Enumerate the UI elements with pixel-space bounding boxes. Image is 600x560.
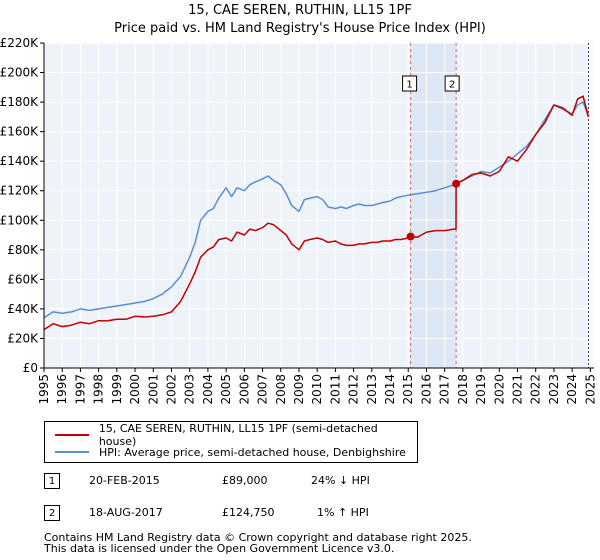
x-tick-label: 2005 bbox=[219, 374, 233, 405]
annotation-marker: 1 bbox=[402, 75, 418, 92]
x-tick-label: 2021 bbox=[511, 374, 525, 405]
x-tick-label: 2014 bbox=[383, 374, 397, 405]
legend-label-hpi: HPI: Average price, semi-detached house,… bbox=[99, 445, 406, 459]
y-tick-label: £40K bbox=[7, 302, 39, 316]
price-chart: 1 2 £0 £20K £40K £60K £80K £100K £120K £140K £160K… bbox=[0, 36, 597, 405]
y-tick-label: £20K bbox=[7, 331, 39, 345]
transaction-number-badge: 1 bbox=[44, 473, 60, 489]
x-tick-label: 2023 bbox=[547, 374, 561, 405]
future-region bbox=[588, 43, 594, 368]
y-tick-label: £120K bbox=[0, 184, 39, 198]
x-tick-label: 2013 bbox=[365, 374, 379, 405]
legend-swatch-property bbox=[55, 434, 89, 436]
y-tick-label: £100K bbox=[0, 213, 39, 227]
transaction-price: £89,000 bbox=[222, 474, 268, 487]
sale-point bbox=[406, 232, 415, 241]
x-tick-label: 2011 bbox=[328, 374, 342, 405]
plot-area bbox=[44, 43, 594, 368]
x-tick-label: 2015 bbox=[401, 374, 415, 405]
transaction-date: 18-AUG-2017 bbox=[89, 506, 163, 519]
y-tick-label: £180K bbox=[0, 95, 39, 109]
x-tick-label: 2017 bbox=[438, 374, 452, 405]
x-tick-label: 2019 bbox=[474, 374, 488, 405]
x-tick-label: 2012 bbox=[347, 374, 361, 405]
x-tick-label: 2008 bbox=[274, 374, 288, 405]
legend-swatch-hpi bbox=[55, 451, 89, 453]
chart-title: 15, CAE SEREN, RUTHIN, LL15 1PF bbox=[188, 3, 412, 18]
series-line-property bbox=[43, 95, 590, 331]
y-tick-label: £220K bbox=[0, 36, 39, 50]
y-tick-label: £0 bbox=[23, 361, 38, 375]
y-tick-label: £80K bbox=[7, 243, 39, 257]
y-tick-label: £160K bbox=[0, 125, 39, 139]
legend-label-property: 15, CAE SEREN, RUTHIN, LL15 1PF (semi-de… bbox=[98, 422, 378, 448]
x-tick-label: 1998 bbox=[92, 374, 106, 405]
transaction-hpi-change: 1% ↑ HPI bbox=[317, 506, 369, 519]
annotation-label: 1 bbox=[406, 80, 412, 91]
x-tick-label: 2000 bbox=[128, 374, 142, 405]
x-tick-label: 1997 bbox=[73, 374, 87, 405]
x-tick-label: 2001 bbox=[146, 374, 160, 405]
annotation-box bbox=[402, 75, 418, 92]
footer-copyright: Contains HM Land Registry data © Crown c… bbox=[44, 531, 472, 544]
x-tick-label: 2006 bbox=[237, 374, 251, 405]
x-tick-label: 2020 bbox=[492, 374, 506, 405]
x-tick-label: 2004 bbox=[201, 374, 215, 405]
x-tick-label: 2009 bbox=[292, 374, 306, 405]
y-tick-label: £200K bbox=[0, 66, 39, 80]
x-tick-label: 1995 bbox=[37, 374, 51, 405]
x-tick-label: 2007 bbox=[256, 374, 270, 405]
x-tick-label: 2024 bbox=[565, 374, 579, 405]
annotation-label: 2 bbox=[449, 80, 455, 91]
x-tick-label: 2018 bbox=[456, 374, 470, 405]
shaded-period bbox=[410, 43, 457, 368]
annotation-marker: 2 bbox=[444, 75, 460, 92]
transaction-price: £124,750 bbox=[222, 506, 275, 519]
y-tick-label: £60K bbox=[7, 272, 39, 286]
x-tick-label: 2002 bbox=[164, 374, 178, 405]
legend-item-hpi: HPI: Average price, semi-detached house,… bbox=[45, 444, 406, 460]
transaction-number-badge: 2 bbox=[44, 505, 60, 521]
annotation-box bbox=[444, 75, 460, 92]
x-tick-label: 2003 bbox=[183, 374, 197, 405]
transaction-date: 20-FEB-2015 bbox=[89, 474, 160, 487]
x-tick-label: 2010 bbox=[310, 374, 324, 405]
y-tick-label: £140K bbox=[0, 154, 39, 168]
transaction-hpi-change: 24% ↓ HPI bbox=[311, 474, 370, 487]
chart-legend: 15, CAE SEREN, RUTHIN, LL15 1PF (semi-de… bbox=[44, 421, 418, 463]
footer-licence: This data is licensed under the Open Gov… bbox=[44, 542, 395, 555]
x-tick-label: 2022 bbox=[529, 374, 543, 405]
chart-subtitle: Price paid vs. HM Land Registry's House … bbox=[114, 21, 486, 36]
sale-point bbox=[452, 179, 461, 188]
x-tick-label: 1996 bbox=[55, 374, 69, 405]
series-line-hpi bbox=[43, 101, 590, 319]
x-tick-label: 2025 bbox=[583, 374, 597, 405]
legend-item-property: 15, CAE SEREN, RUTHIN, LL15 1PF (semi-de… bbox=[45, 422, 417, 448]
x-tick-label: 2016 bbox=[419, 374, 433, 405]
x-tick-label: 1999 bbox=[110, 374, 124, 405]
